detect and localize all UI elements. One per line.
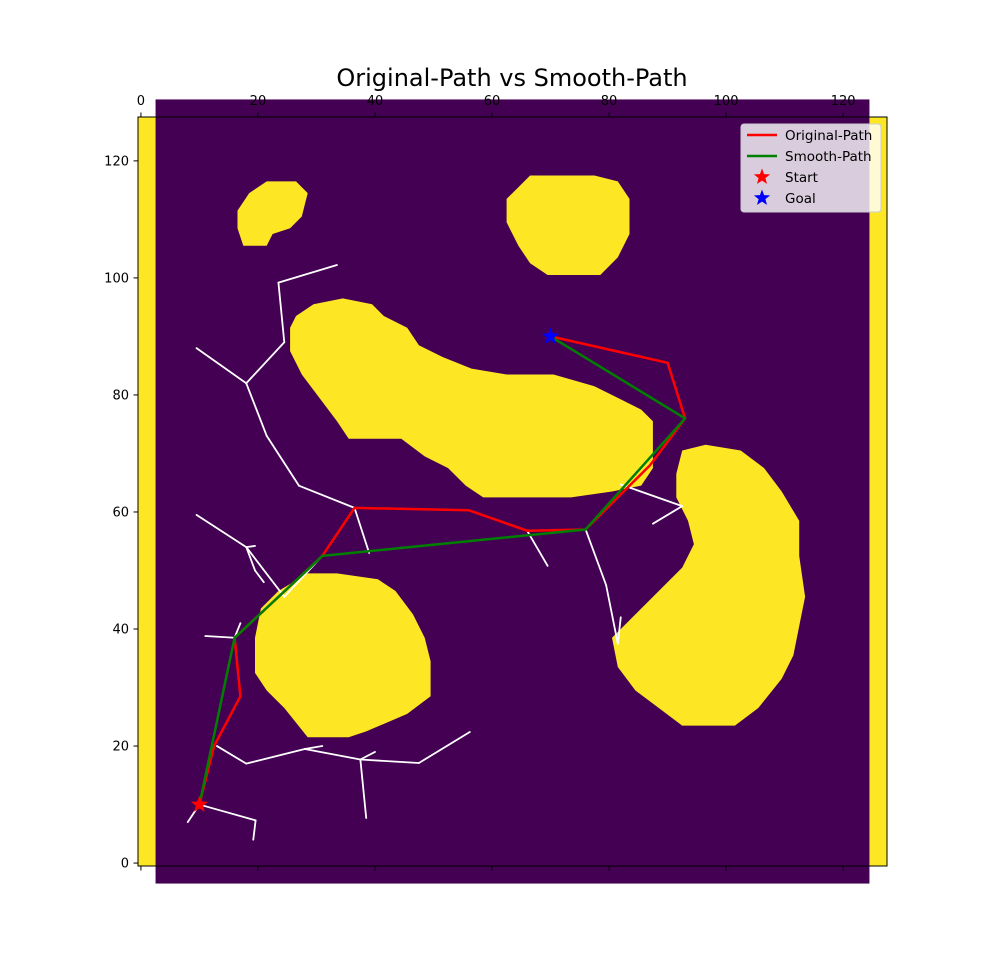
- tree-edge: [265, 435, 300, 487]
- tree-edge: [245, 382, 268, 437]
- legend-label-start: Start: [785, 170, 818, 186]
- tree-edge: [303, 748, 362, 761]
- tree-edge: [298, 484, 356, 509]
- tree-edge: [359, 758, 420, 764]
- x-tick-label: 100: [714, 94, 739, 109]
- tree-edge: [204, 635, 236, 639]
- path-series: [198, 335, 687, 806]
- x-tick-label: 20: [250, 94, 267, 109]
- start-goal-markers: [190, 327, 560, 812]
- rrt-tree: [186, 264, 684, 841]
- tree-edge: [245, 341, 286, 385]
- tree-edge: [216, 745, 248, 765]
- occupancy-map: [138, 99, 887, 884]
- legend-goal-star-icon: [753, 189, 771, 205]
- x-tick-label: 60: [484, 94, 501, 109]
- tree-edge: [584, 528, 608, 587]
- y-tick-label: 120: [104, 154, 129, 169]
- legend-label-goal: Goal: [785, 191, 816, 207]
- y-tick-label: 0: [121, 857, 129, 872]
- tree-edge: [277, 264, 338, 284]
- tree-edge: [652, 505, 684, 525]
- y-tick-label: 40: [112, 623, 129, 638]
- x-axis-ticks: 0 20 40 60 80 100 120: [137, 94, 856, 871]
- tree-edge: [605, 584, 619, 645]
- plot-frame: [137, 116, 888, 867]
- tree-edge: [619, 483, 684, 508]
- map-obstacle: [506, 175, 630, 275]
- y-tick-label: 100: [104, 271, 129, 286]
- x-tick-label: 0: [137, 94, 145, 109]
- legend-label-original-path: Original-Path: [785, 128, 872, 144]
- marker-goal-star-icon: [542, 327, 560, 344]
- map-obstacle: [237, 181, 308, 246]
- x-tick-label: 80: [601, 94, 618, 109]
- map-obstacle: [255, 573, 431, 738]
- tree-edge: [195, 514, 248, 548]
- series-line-smooth-path: [198, 335, 687, 806]
- tree-edge: [254, 569, 265, 584]
- y-tick-label: 60: [112, 505, 129, 520]
- map-obstacle: [290, 298, 653, 498]
- x-tick-label: 120: [831, 94, 856, 109]
- tree-edge: [198, 803, 257, 822]
- map-obstacle: [612, 444, 806, 726]
- chart-legend: Original-Path Smooth-Path Start Goal: [740, 123, 882, 213]
- tree-edge: [245, 545, 256, 548]
- tree-edge: [195, 347, 248, 385]
- tree-edge: [359, 750, 376, 761]
- marker-start-star-icon: [190, 795, 208, 812]
- tree-edge: [245, 748, 306, 765]
- y-tick-label: 20: [112, 740, 129, 755]
- legend-label-smooth-path: Smooth-Path: [785, 149, 872, 165]
- tree-edge: [353, 506, 371, 554]
- tree-edge: [359, 758, 368, 819]
- tree-edge: [245, 546, 286, 598]
- x-tick-label: 40: [367, 94, 384, 109]
- y-tick-label: 80: [112, 388, 129, 403]
- y-axis-ticks: 0 20 40 60 80 100 120: [104, 154, 138, 872]
- tree-edge: [245, 546, 256, 572]
- chart-title: Original-Path vs Smooth-Path: [336, 64, 687, 92]
- tree-edge: [526, 529, 549, 567]
- tree-edge: [417, 731, 471, 764]
- tree-edge: [616, 616, 622, 645]
- tree-edge: [277, 281, 286, 344]
- legend-start-star-icon: [753, 168, 771, 184]
- legend-box: [740, 123, 882, 213]
- tree-edge: [303, 745, 324, 750]
- tree-edge: [252, 819, 257, 841]
